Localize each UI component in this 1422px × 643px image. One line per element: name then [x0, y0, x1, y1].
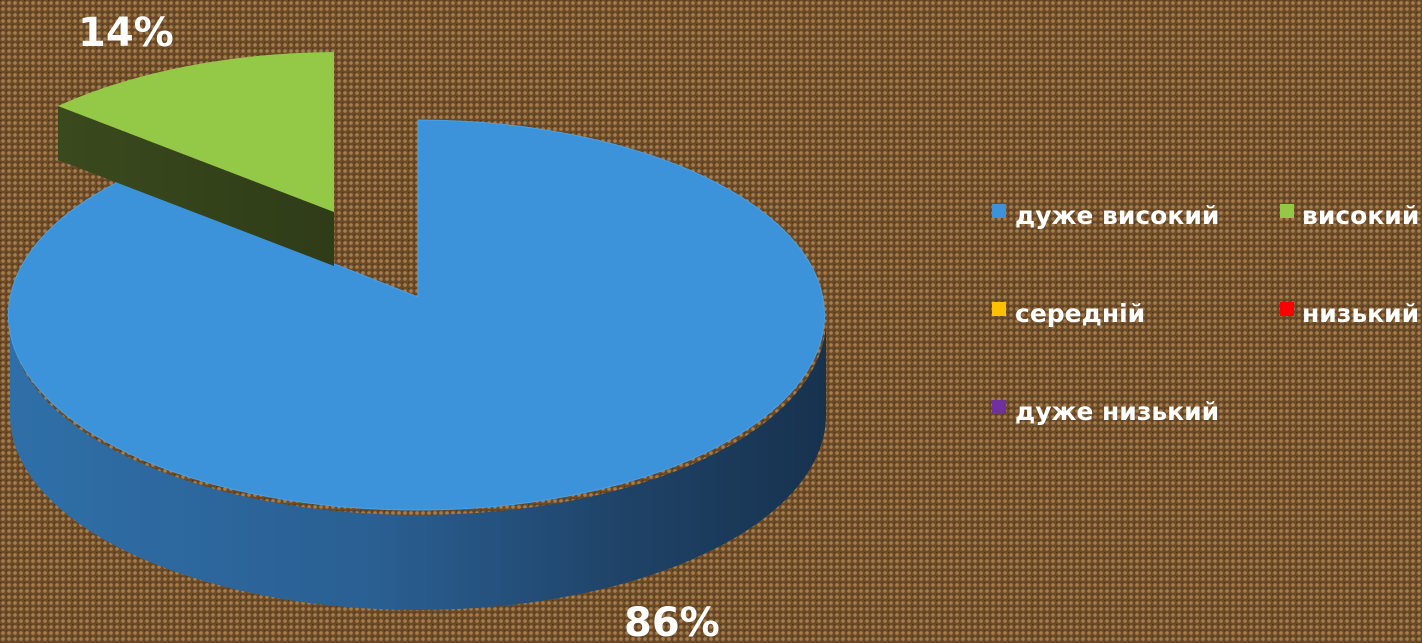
legend-item-medium: середній	[992, 299, 1145, 328]
slice-very-high-side	[10, 320, 826, 610]
data-label-high: 14%	[78, 10, 174, 56]
legend-label-low: низький	[1302, 299, 1419, 328]
legend-label-very-low: дуже низький	[1015, 397, 1219, 426]
legend-swatch-medium	[992, 302, 1006, 316]
legend-label-very-high: дуже високий	[1015, 201, 1219, 230]
data-label-very-high: 86%	[624, 600, 720, 643]
legend-item-very-low: дуже низький	[992, 397, 1219, 426]
legend-label-medium: середній	[1015, 299, 1145, 328]
legend-item-high: високий	[1280, 201, 1419, 230]
legend-item-low: низький	[1280, 299, 1419, 328]
legend-swatch-high	[1280, 204, 1294, 218]
legend-label-high: високий	[1302, 201, 1419, 230]
slice-high	[58, 52, 334, 266]
slice-high-side	[58, 106, 334, 266]
slice-high-top	[58, 52, 334, 212]
legend: дуже високий високий середній низький ду…	[992, 201, 1419, 426]
legend-swatch-low	[1280, 302, 1294, 316]
legend-swatch-very-high	[992, 204, 1006, 218]
legend-swatch-very-low	[992, 400, 1006, 414]
slice-very-high	[7, 119, 826, 610]
legend-item-very-high: дуже високий	[992, 201, 1219, 230]
